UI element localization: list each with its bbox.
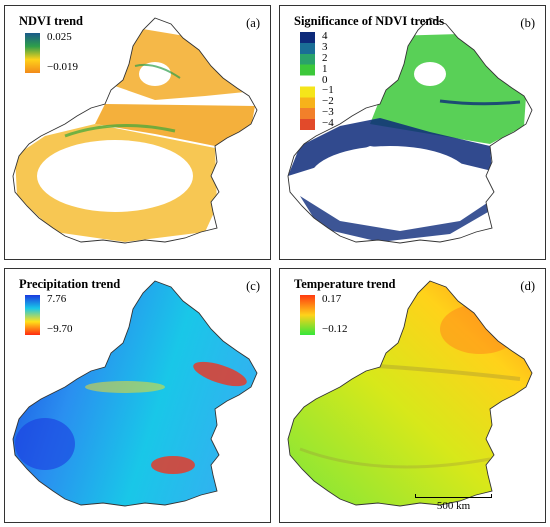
legend-color-ramp: [25, 295, 40, 335]
legend-min-label: −0.12: [322, 323, 348, 335]
panel-label: (c): [246, 279, 260, 293]
legend-item-label: −2: [322, 95, 334, 108]
legend-max-label: 0.025: [47, 31, 72, 43]
scale-bar-label: 500 km: [436, 500, 471, 512]
legend-item-label: 1: [322, 62, 328, 75]
legend-item-label: 3: [322, 40, 328, 53]
panel-ndvi-trend: NDVI trend (a) 0.025 −0.019: [4, 5, 271, 260]
legend-item-label: 2: [322, 51, 328, 64]
legend-max-label: 0.17: [322, 293, 342, 305]
ndvi-significance-map: [287, 17, 533, 244]
legend-color-ramp: [300, 295, 315, 335]
precipitation-trend-map: [12, 280, 258, 507]
legend-min-label: −0.019: [47, 61, 78, 73]
legend-max-label: 7.76: [47, 293, 67, 305]
panel-label: (a): [246, 16, 260, 30]
legend-item-label: −4: [322, 117, 334, 130]
legend-item-label: 4: [322, 30, 328, 42]
temperature-trend-map: [287, 280, 533, 507]
panel-label: (d): [520, 279, 535, 293]
panel-title: Temperature trend: [294, 277, 396, 291]
panel-label: (b): [520, 16, 535, 30]
legend-min-label: −9.70: [47, 323, 73, 335]
legend-item-label: −1: [322, 84, 334, 97]
ndvi-trend-map: [12, 17, 258, 244]
panel-title: NDVI trend: [19, 14, 84, 28]
legend-item-label: 0: [322, 73, 328, 86]
panel-temperature-trend: Temperature trend (d) 0.17 −0.12 500 km: [279, 268, 546, 523]
legend-item-label: −3: [322, 106, 334, 119]
legend-color-ramp: [25, 33, 40, 73]
panel-ndvi-significance: Significance of NDVI trends (b) 4 3 2 1 0 −1−…: [279, 5, 546, 260]
panel-title: Significance of NDVI trends: [294, 14, 445, 28]
legend-color-ramp: [300, 32, 315, 130]
scale-bar-line: [415, 494, 492, 498]
panel-precipitation-trend: Precipitation trend (c) 7.76 −9.70: [4, 268, 271, 523]
panel-title: Precipitation trend: [19, 277, 121, 291]
